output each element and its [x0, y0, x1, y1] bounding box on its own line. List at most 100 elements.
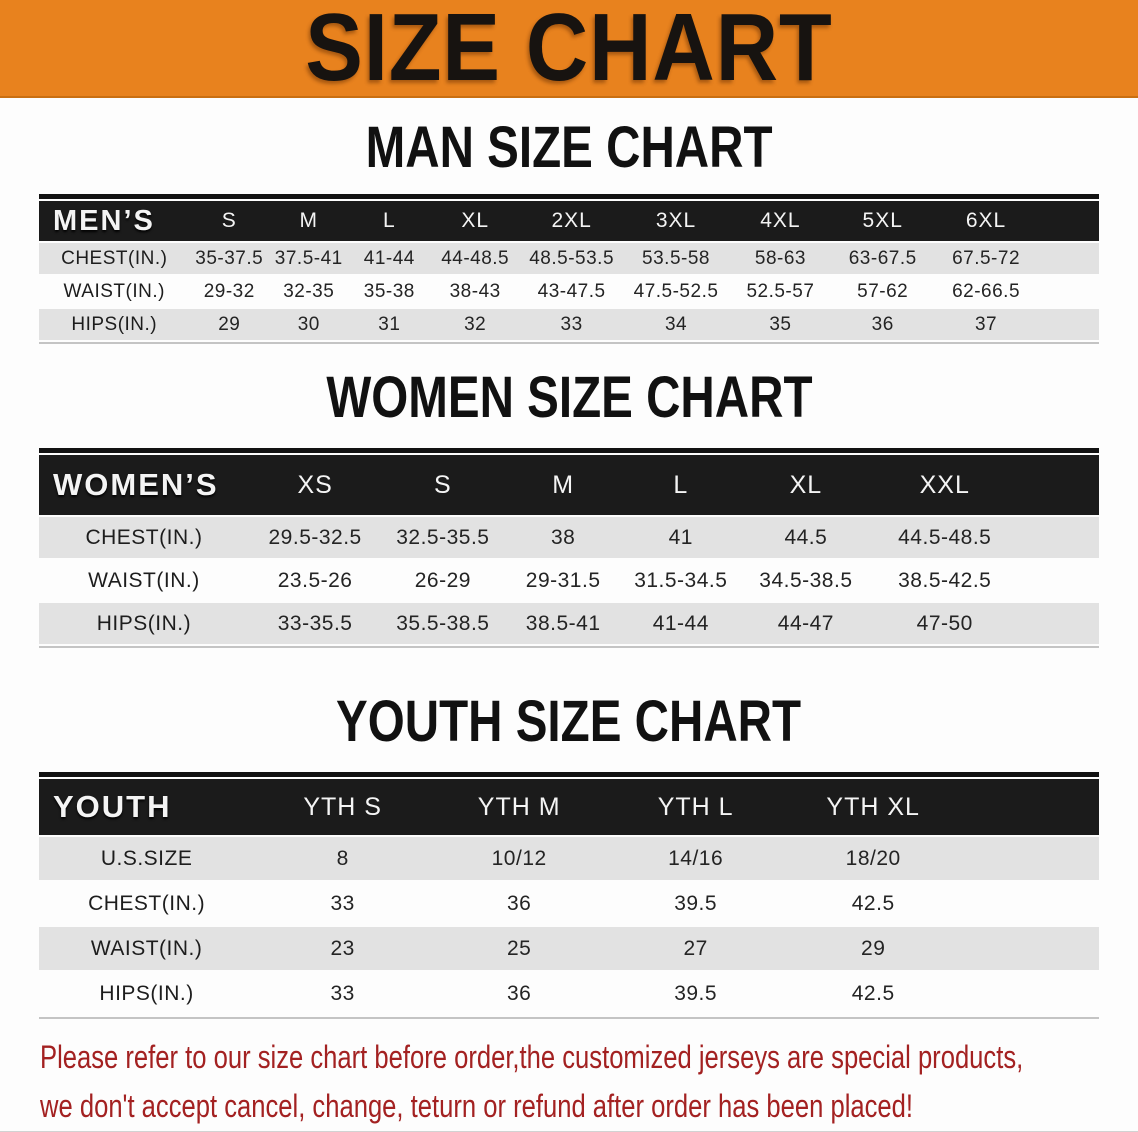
size-value-cell: 35-37.5 [189, 243, 270, 274]
table-row: CHEST(IN.) 35-37.5 37.5-41 41-44 44-48.5 48.5… [39, 243, 1099, 274]
row-spacer [962, 972, 1099, 1015]
header-spacer [1017, 455, 1099, 515]
size-value-cell: 42.5 [784, 882, 963, 925]
table-header-row: WOMEN’S XS S M L XL XXL [39, 455, 1099, 515]
men-section-heading-text: MAN SIZE CHART [365, 115, 773, 180]
size-value-cell: 44-48.5 [430, 243, 521, 274]
table-row: HIPS(IN.) 33-35.5 35.5-38.5 38.5-41 41-44 44-… [39, 603, 1099, 644]
table-row: WAIST(IN.) 23 25 27 29 [39, 927, 1099, 970]
table-row: HIPS(IN.) 33 36 39.5 42.5 [39, 972, 1099, 1015]
youth-section-heading-text: YOUTH SIZE CHART [336, 689, 802, 754]
table-row: HIPS(IN.) 29 30 31 32 33 34 35 36 37 [39, 309, 1099, 340]
row-label: CHEST(IN.) [39, 882, 255, 925]
size-value-cell: 43-47.5 [520, 276, 624, 307]
size-value-cell: 29-31.5 [504, 560, 622, 601]
size-column-header: L [621, 455, 740, 515]
size-value-cell: 39.5 [607, 882, 785, 925]
size-value-cell: 52.5-57 [729, 276, 832, 307]
table-header-row: YOUTH YTH S YTH M YTH L YTH XL [39, 779, 1099, 835]
size-column-header: M [269, 201, 349, 241]
women-section-heading: WOMEN SIZE CHART [0, 369, 1138, 427]
table-bottom-bar [39, 1017, 1099, 1019]
size-value-cell: 41 [621, 517, 740, 558]
size-value-cell: 41-44 [621, 603, 740, 644]
size-value-cell: 14/16 [607, 837, 785, 880]
size-column-header: XL [739, 455, 873, 515]
size-value-cell: 33 [520, 309, 624, 340]
size-value-cell: 37 [933, 309, 1039, 340]
size-column-header: 3XL [623, 201, 730, 241]
row-label: WAIST(IN.) [39, 276, 190, 307]
size-value-cell: 32 [430, 309, 521, 340]
size-value-cell: 39.5 [607, 972, 785, 1015]
size-value-cell: 47.5-52.5 [623, 276, 730, 307]
table-bottom-bar [39, 342, 1099, 344]
size-value-cell: 18/20 [784, 837, 963, 880]
size-value-cell: 30 [269, 309, 349, 340]
size-value-cell: 32.5-35.5 [381, 517, 505, 558]
table-corner-label: MEN’S [39, 201, 190, 241]
size-column-header: XL [430, 201, 521, 241]
size-value-cell: 29 [189, 309, 270, 340]
size-value-cell: 29-32 [189, 276, 270, 307]
men-section-heading: MAN SIZE CHART [0, 115, 1138, 180]
size-column-header: XXL [872, 455, 1018, 515]
size-value-cell: 34.5-38.5 [739, 560, 873, 601]
size-value-cell: 38.5-41 [504, 603, 622, 644]
size-value-cell: 23 [254, 927, 432, 970]
size-column-header: M [504, 455, 622, 515]
size-value-cell: 33 [254, 882, 432, 925]
youth-section-heading: YOUTH SIZE CHART [0, 689, 1138, 754]
row-spacer [1017, 603, 1099, 644]
row-spacer [1038, 309, 1099, 340]
size-value-cell: 36 [431, 972, 608, 1015]
table-top-bar [39, 772, 1099, 777]
row-spacer [1017, 517, 1099, 558]
size-column-header: YTH XL [784, 779, 963, 835]
row-label: HIPS(IN.) [39, 972, 255, 1015]
row-spacer [962, 882, 1099, 925]
table-bottom-bar [39, 646, 1099, 648]
banner-title: SIZE CHART [305, 0, 833, 101]
size-value-cell: 33-35.5 [248, 603, 382, 644]
table-row: U.S.SIZE 8 10/12 14/16 18/20 [39, 837, 1099, 880]
size-value-cell: 36 [831, 309, 934, 340]
size-value-cell: 25 [431, 927, 608, 970]
size-column-header: YTH S [254, 779, 432, 835]
size-value-cell: 44.5 [739, 517, 873, 558]
size-value-cell: 53.5-58 [623, 243, 730, 274]
size-value-cell: 38 [504, 517, 622, 558]
size-column-header: L [348, 201, 431, 241]
row-spacer [962, 837, 1099, 880]
table-row: WAIST(IN.) 29-32 32-35 35-38 38-43 43-47.5 47.… [39, 276, 1099, 307]
youth-size-table: YOUTH YTH S YTH M YTH L YTH XL U.S.SIZE 8 10/12… [39, 772, 1099, 1019]
table-row: CHEST(IN.) 29.5-32.5 32.5-35.5 38 41 44.5 44.5… [39, 517, 1099, 558]
size-value-cell: 63-67.5 [831, 243, 934, 274]
row-label: WAIST(IN.) [39, 560, 249, 601]
size-value-cell: 58-63 [729, 243, 832, 274]
table-top-bar [39, 194, 1099, 199]
row-spacer [1017, 560, 1099, 601]
disclaimer-line-1: Please refer to our size chart before or… [40, 1039, 1024, 1075]
size-column-header: 2XL [520, 201, 624, 241]
size-value-cell: 41-44 [348, 243, 431, 274]
table-row: WAIST(IN.) 23.5-26 26-29 29-31.5 31.5-34.5 34… [39, 560, 1099, 601]
size-value-cell: 31 [348, 309, 431, 340]
size-value-cell: 29.5-32.5 [248, 517, 382, 558]
women-size-table: WOMEN’S XS S M L XL XXL CHEST(IN.) 29.5-32.5 32.5… [39, 448, 1099, 648]
row-label: WAIST(IN.) [39, 927, 255, 970]
row-spacer [1038, 276, 1099, 307]
row-spacer [1038, 243, 1099, 274]
size-column-header: 4XL [729, 201, 832, 241]
size-value-cell: 57-62 [831, 276, 934, 307]
size-value-cell: 42.5 [784, 972, 963, 1015]
size-value-cell: 31.5-34.5 [621, 560, 740, 601]
size-column-header: 6XL [933, 201, 1039, 241]
size-value-cell: 48.5-53.5 [520, 243, 624, 274]
row-label: CHEST(IN.) [39, 517, 249, 558]
header-spacer [962, 779, 1099, 835]
size-table-grid: WOMEN’S XS S M L XL XXL CHEST(IN.) 29.5-32.5 32.5… [39, 453, 1099, 646]
size-value-cell: 32-35 [269, 276, 349, 307]
size-value-cell: 26-29 [381, 560, 505, 601]
size-value-cell: 29 [784, 927, 963, 970]
